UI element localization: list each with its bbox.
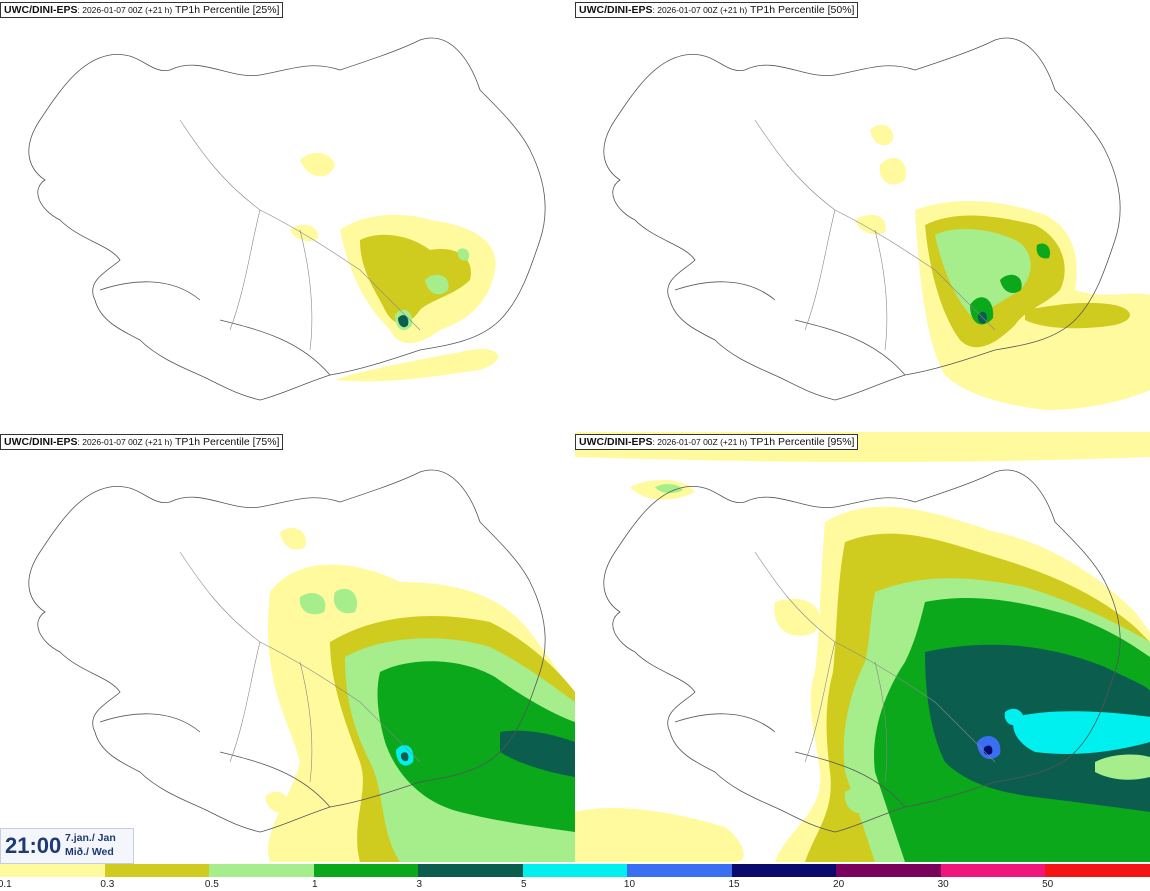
precip-map-p95 xyxy=(575,432,1150,862)
legend-tick-label: 50 xyxy=(1042,879,1054,890)
legend-tick-label: 15 xyxy=(728,879,740,890)
panel-title: UWC/DINI-EPS: 2026-01-07 00Z (+21 h) TP1… xyxy=(0,2,284,18)
legend-swatch xyxy=(522,864,628,877)
map-panel-p95: UWC/DINI-EPS: 2026-01-07 00Z (+21 h) TP1… xyxy=(575,432,1150,862)
iceland-coastline xyxy=(28,37,546,401)
legend-tick-label: 1 xyxy=(311,879,318,890)
legend-tick-label: 10 xyxy=(623,879,636,890)
legend-swatch xyxy=(940,864,1046,877)
legend-swatch xyxy=(313,864,419,877)
legend-swatch xyxy=(209,864,315,877)
legend-swatch xyxy=(731,864,837,877)
panel-title: UWC/DINI-EPS: 2026-01-07 00Z (+21 h) TP1… xyxy=(575,2,859,18)
precip-map-p25 xyxy=(28,37,546,401)
legend-tick-label: 0.5 xyxy=(204,879,219,890)
map-panel-p25: UWC/DINI-EPS: 2026-01-07 00Z (+21 h) TP1… xyxy=(0,0,575,430)
iceland-coastline xyxy=(28,469,546,833)
precip-map-p75 xyxy=(28,469,575,862)
map-panel-p75: UWC/DINI-EPS: 2026-01-07 00Z (+21 h) TP1… xyxy=(0,432,575,862)
legend-swatch xyxy=(418,864,524,877)
precip-map-p50 xyxy=(603,37,1150,410)
legend-swatch xyxy=(104,864,210,877)
legend-tick-label: 0.3 xyxy=(100,879,115,890)
valid-date: 7.jan./ Jan xyxy=(65,832,116,844)
valid-time-clock: 21:00 xyxy=(5,833,62,858)
legend-swatch xyxy=(836,864,942,877)
legend-tick-label: 30 xyxy=(937,879,949,890)
color-scale-legend: 0.1 0.3 0.5 1 3 5 10 15 20 30 50 xyxy=(0,862,1150,891)
panel-title: UWC/DINI-EPS: 2026-01-07 00Z (+21 h) TP1… xyxy=(0,434,284,450)
road-network xyxy=(754,119,996,351)
legend-swatch xyxy=(0,864,106,877)
road-network xyxy=(754,551,996,783)
road-network xyxy=(179,119,421,351)
iceland-coastline xyxy=(603,37,1121,401)
precip-field xyxy=(575,432,1150,862)
precip-field xyxy=(265,527,575,862)
legend-tick-label: 3 xyxy=(416,879,423,890)
iceland-coastline xyxy=(603,469,1121,833)
precip-field xyxy=(855,124,1150,410)
legend-tick-label: 0.1 xyxy=(0,879,12,890)
legend-tick-label: 20 xyxy=(833,879,845,890)
valid-weekday: Mið./ Wed xyxy=(65,846,114,858)
valid-time-box: 21:00 7.jan./ Jan Mið./ Wed xyxy=(0,828,134,864)
legend-tick-label: 5 xyxy=(521,879,527,890)
precip-field xyxy=(290,153,499,382)
legend-swatch xyxy=(627,864,733,877)
panel-title: UWC/DINI-EPS: 2026-01-07 00Z (+21 h) TP1… xyxy=(575,434,859,450)
road-network xyxy=(179,551,421,783)
legend-swatch xyxy=(1045,864,1150,877)
map-panel-p50: UWC/DINI-EPS: 2026-01-07 00Z (+21 h) TP1… xyxy=(575,0,1150,430)
